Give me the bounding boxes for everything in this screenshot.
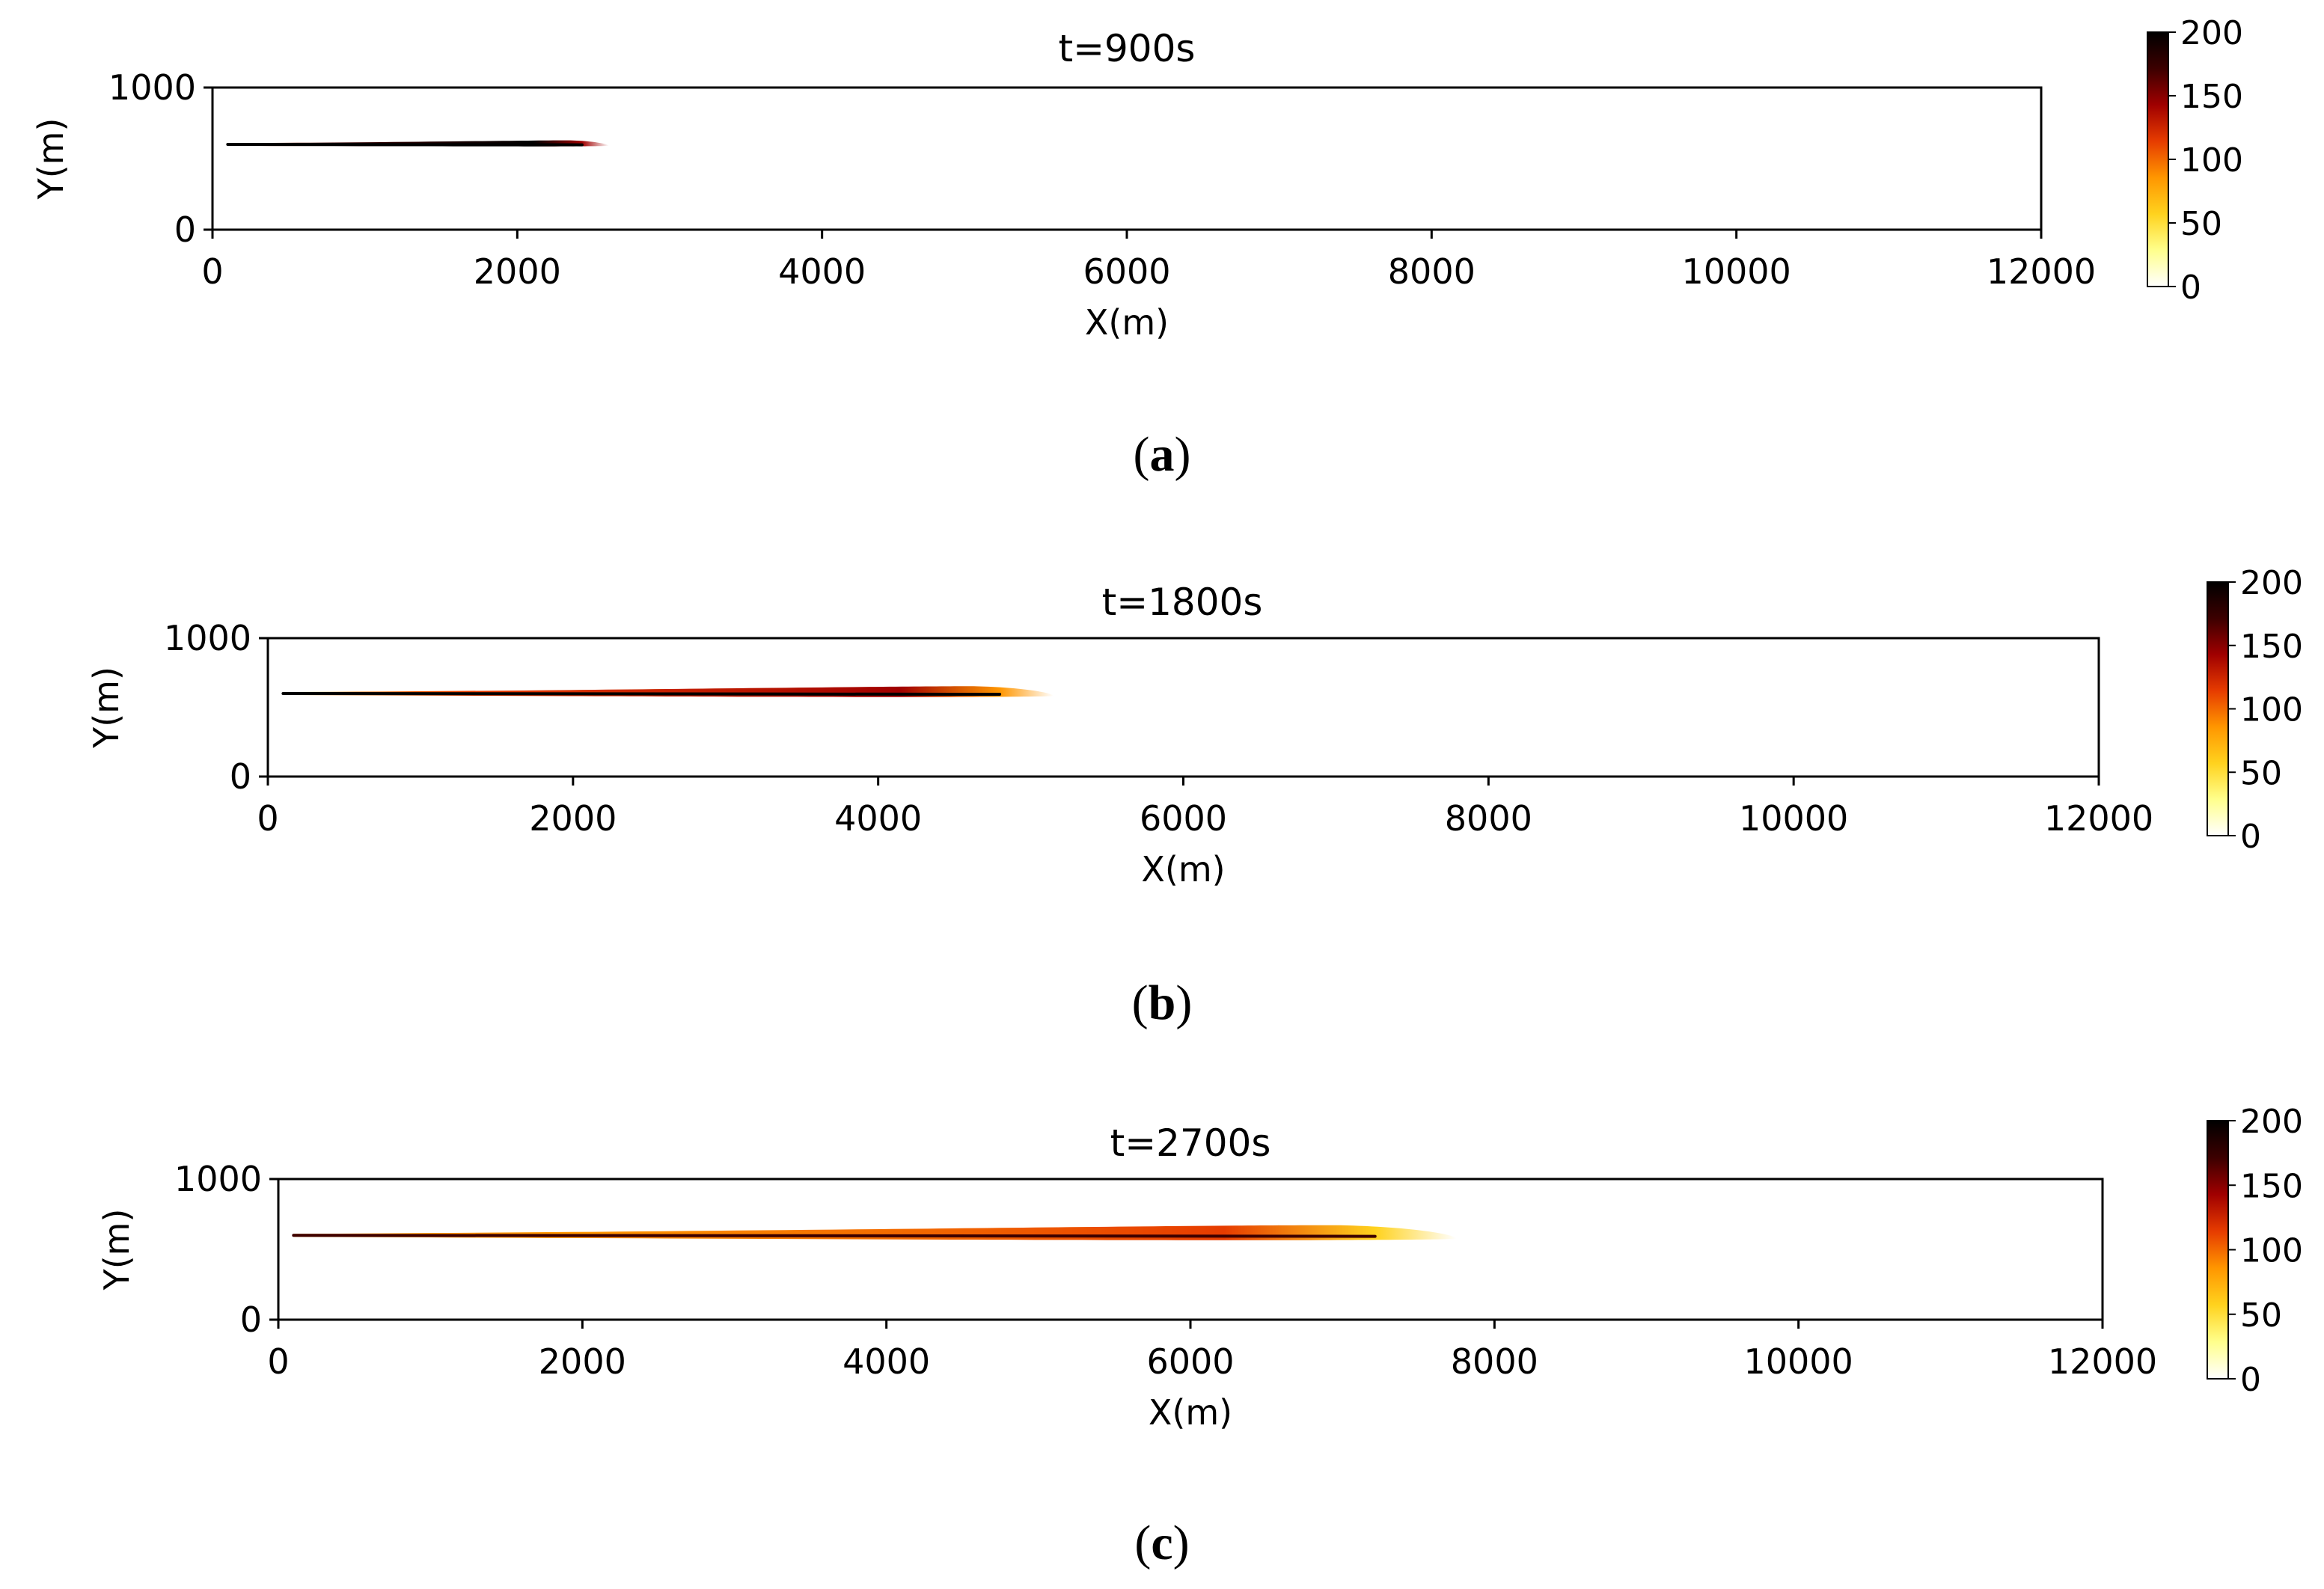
x-tick-label: 8000 (1388, 251, 1476, 292)
colorbar-tick-label: 50 (2240, 1296, 2282, 1335)
x-tick-label: 6000 (1140, 798, 1227, 839)
caption-b-label: b (1148, 976, 1176, 1030)
colorbar (2207, 1120, 2229, 1380)
x-tick-label: 8000 (1451, 1341, 1538, 1382)
chart-title: t=1800s (1102, 581, 1263, 624)
colorbar-tick-label: 150 (2240, 628, 2303, 666)
colorbar-tick-label: 150 (2240, 1167, 2303, 1205)
axes-frame (277, 1178, 2104, 1321)
y-tick-label: 1000 (164, 618, 251, 658)
colorbar-tick-label: 100 (2180, 141, 2243, 180)
colorbar-tick-label: 200 (2180, 14, 2243, 52)
x-tick-label: 6000 (1146, 1341, 1234, 1382)
x-tick-label: 4000 (843, 1341, 930, 1382)
y-tick-label: 0 (174, 209, 196, 250)
y-tick-label: 0 (240, 1299, 262, 1340)
colorbar-tick-label: 100 (2240, 1232, 2303, 1270)
x-tick-label: 4000 (778, 251, 866, 292)
x-tick-label: 6000 (1083, 251, 1170, 292)
caption-c: (c) (1134, 1516, 1190, 1570)
x-tick-label: 2000 (529, 798, 617, 839)
x-tick-label: 10000 (1739, 798, 1848, 839)
y-axis-label: Y(m) (97, 1209, 137, 1291)
x-tick-label: 12000 (2048, 1341, 2157, 1382)
colorbar-tick-label: 50 (2180, 205, 2222, 243)
x-tick-label: 10000 (1743, 1341, 1853, 1382)
x-tick-label: 12000 (2044, 798, 2153, 839)
colorbar (2207, 581, 2229, 836)
x-tick-label: 2000 (474, 251, 561, 292)
caption-b: (b) (1131, 976, 1193, 1030)
x-tick-label: 0 (267, 1341, 289, 1382)
x-tick-label: 4000 (834, 798, 922, 839)
colorbar-tick-label: 100 (2240, 691, 2303, 729)
colorbar-tick-label: 0 (2180, 269, 2201, 307)
chart-title: t=900s (1059, 27, 1196, 70)
plume-core (292, 1234, 1377, 1238)
y-axis-label: Y(m) (31, 118, 71, 200)
x-tick-label: 8000 (1445, 798, 1532, 839)
caption-c-label: c (1151, 1516, 1173, 1570)
x-tick-label: 0 (201, 251, 223, 292)
axes-frame (266, 637, 2100, 778)
colorbar-tick-label: 0 (2240, 1361, 2261, 1399)
x-axis-label: X(m) (1141, 849, 1225, 890)
y-tick-label: 0 (230, 756, 251, 797)
colorbar-tick-label: 50 (2240, 754, 2282, 792)
x-axis-label: X(m) (1149, 1392, 1232, 1433)
x-axis-label: X(m) (1085, 302, 1169, 343)
chart-title: t=2700s (1110, 1121, 1271, 1165)
colorbar-tick-label: 150 (2180, 78, 2243, 116)
x-tick-label: 0 (257, 798, 278, 839)
y-tick-label: 1000 (174, 1159, 262, 1199)
x-tick-label: 10000 (1681, 251, 1791, 292)
caption-a-label: a (1149, 427, 1175, 482)
y-axis-label: Y(m) (86, 667, 126, 749)
caption-a: (a) (1133, 427, 1191, 482)
plume-core (226, 143, 584, 147)
x-tick-label: 12000 (1987, 251, 2096, 292)
plume-concentration (293, 1225, 1457, 1240)
colorbar-tick-label: 200 (2240, 1103, 2303, 1141)
colorbar-tick-label: 0 (2240, 818, 2261, 856)
x-tick-label: 2000 (539, 1341, 626, 1382)
colorbar-tick-label: 200 (2240, 564, 2303, 602)
colorbar (2147, 31, 2169, 287)
y-tick-label: 1000 (108, 67, 196, 108)
axes-frame (211, 86, 2043, 231)
